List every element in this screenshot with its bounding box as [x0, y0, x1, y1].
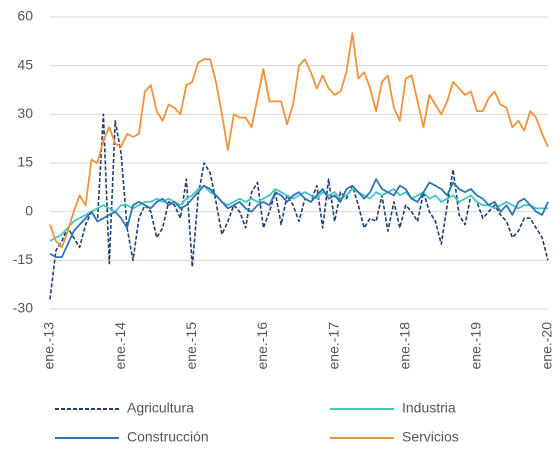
legend-label: Industria — [402, 400, 456, 416]
y-tick-label: 15 — [17, 154, 33, 170]
x-tick-label: ene.-17 — [325, 322, 341, 370]
y-tick-label: 45 — [17, 56, 33, 72]
x-tick-label: ene.-20 — [539, 322, 555, 370]
legend-label: Construcción — [127, 429, 209, 445]
y-tick-label: -15 — [13, 251, 33, 267]
x-tick-label: ene.-15 — [183, 322, 199, 370]
y-tick-label: 0 — [25, 202, 33, 218]
series-line — [49, 113, 549, 300]
x-tick-label: ene.-19 — [468, 322, 484, 370]
x-tick-label: ene.-16 — [254, 322, 270, 370]
x-tick-label: ene.-18 — [396, 322, 412, 370]
y-tick-label: 30 — [17, 105, 33, 121]
series-line — [49, 32, 549, 249]
y-tick-label: -30 — [13, 300, 33, 316]
x-tick-label: ene.-13 — [41, 322, 57, 370]
x-tick-label: ene.-14 — [112, 322, 128, 370]
y-tick-label: 60 — [17, 8, 33, 24]
series-line — [49, 178, 549, 258]
legend-label: Servicios — [402, 429, 459, 445]
legend-label: Agricultura — [127, 400, 194, 416]
